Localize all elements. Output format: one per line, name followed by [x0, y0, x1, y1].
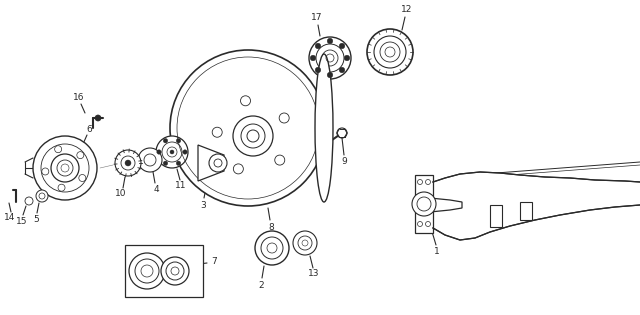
Circle shape: [327, 72, 333, 78]
Circle shape: [209, 154, 227, 172]
Circle shape: [79, 175, 86, 181]
Text: 2: 2: [258, 280, 264, 289]
Polygon shape: [433, 172, 640, 240]
Text: 12: 12: [401, 5, 413, 14]
Circle shape: [163, 161, 168, 165]
Circle shape: [161, 257, 189, 285]
Bar: [490, 205, 502, 227]
Circle shape: [42, 168, 49, 175]
Text: 9: 9: [341, 157, 347, 165]
Text: 14: 14: [4, 214, 16, 222]
Circle shape: [129, 253, 165, 289]
Circle shape: [125, 160, 131, 166]
Circle shape: [310, 55, 316, 61]
Circle shape: [367, 29, 413, 75]
Circle shape: [275, 155, 285, 165]
Circle shape: [51, 154, 79, 182]
Circle shape: [426, 221, 431, 226]
Circle shape: [374, 36, 406, 68]
Circle shape: [426, 180, 431, 185]
Circle shape: [156, 136, 188, 168]
Text: 8: 8: [268, 222, 274, 232]
Circle shape: [170, 50, 326, 206]
Circle shape: [309, 37, 351, 79]
Circle shape: [337, 128, 347, 138]
Text: 4: 4: [153, 185, 159, 193]
Circle shape: [115, 150, 141, 176]
Bar: [415, 175, 433, 233]
Polygon shape: [198, 145, 224, 181]
Circle shape: [233, 116, 273, 156]
Circle shape: [327, 38, 333, 44]
Text: 11: 11: [175, 181, 187, 191]
Circle shape: [241, 96, 250, 106]
Circle shape: [33, 136, 97, 200]
Text: 1: 1: [434, 247, 440, 255]
Text: 15: 15: [16, 216, 28, 226]
Circle shape: [25, 197, 33, 205]
Circle shape: [77, 152, 84, 159]
Circle shape: [163, 139, 168, 143]
Polygon shape: [420, 197, 462, 213]
Text: 7: 7: [211, 257, 217, 266]
Text: 5: 5: [33, 215, 39, 224]
Circle shape: [212, 127, 222, 137]
Circle shape: [170, 150, 174, 154]
Text: 16: 16: [73, 94, 84, 102]
Text: 13: 13: [308, 270, 320, 278]
Circle shape: [417, 180, 422, 185]
Circle shape: [176, 139, 180, 143]
Circle shape: [138, 148, 162, 172]
Circle shape: [157, 150, 161, 154]
Circle shape: [54, 146, 61, 153]
Circle shape: [339, 43, 345, 49]
Text: 3: 3: [200, 201, 206, 209]
Circle shape: [183, 150, 188, 154]
Circle shape: [176, 161, 180, 165]
Circle shape: [315, 43, 321, 49]
Text: 17: 17: [311, 14, 323, 22]
Circle shape: [58, 184, 65, 191]
Circle shape: [234, 164, 243, 174]
Circle shape: [339, 67, 345, 73]
Circle shape: [255, 231, 289, 265]
Circle shape: [417, 221, 422, 226]
Text: 10: 10: [115, 190, 127, 198]
Bar: [125, 245, 203, 297]
Ellipse shape: [315, 54, 333, 202]
Circle shape: [279, 113, 289, 123]
Circle shape: [167, 147, 177, 157]
Circle shape: [322, 50, 338, 66]
Bar: [520, 202, 532, 220]
Text: 6: 6: [86, 124, 92, 134]
Circle shape: [315, 67, 321, 73]
Circle shape: [412, 192, 436, 216]
Circle shape: [344, 55, 350, 61]
Circle shape: [36, 190, 48, 202]
Circle shape: [293, 231, 317, 255]
Circle shape: [95, 115, 101, 121]
Circle shape: [247, 130, 259, 142]
